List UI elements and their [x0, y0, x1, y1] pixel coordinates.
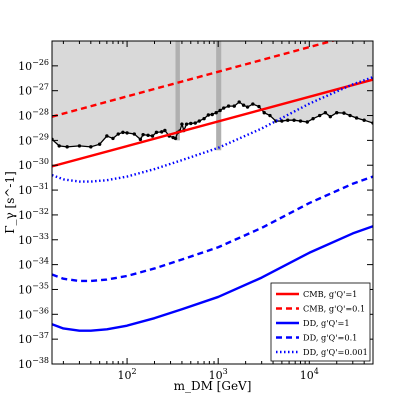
- series-line-1: [52, 41, 337, 118]
- axis-labels: 102 103 104 10−26 10−27 10−28 10−29 10−30 10−31 1…: [3, 58, 319, 393]
- y-tick-label: 10−33: [18, 232, 49, 247]
- exclusion-boundary-point: [116, 132, 120, 136]
- exclusion-boundary-point: [232, 104, 236, 108]
- series-line-4: [52, 76, 373, 183]
- exclusion-boundary-point: [298, 119, 303, 123]
- exclusion-boundary-point: [146, 133, 150, 138]
- legend: CMB, g'Q'=1 CMB, g'Q'=0.1 DD, g'Q'=1 DD, g'…: [270, 282, 371, 362]
- exclusion-boundary-point: [268, 113, 272, 118]
- exclusion-boundary-point: [57, 144, 61, 148]
- y-tick-label: 10−35: [18, 281, 49, 296]
- exclusion-boundary-point: [202, 116, 206, 121]
- exclusion-boundary-point: [97, 142, 102, 146]
- exclusion-boundary-point: [328, 114, 333, 119]
- exclusion-boundary-point: [197, 119, 201, 123]
- exclusion-boundary-point: [206, 113, 211, 117]
- y-tick-label: 10−32: [18, 207, 49, 222]
- y-tick-label: 10−26: [18, 58, 49, 73]
- x-tick-label: 104: [300, 367, 319, 382]
- x-tick-label: 102: [118, 367, 137, 382]
- exclusion-boundary-point: [257, 104, 261, 109]
- exclusion-boundary-point: [280, 119, 284, 123]
- exclusion-boundary-point: [218, 108, 222, 113]
- exclusion-boundary-point: [121, 130, 125, 135]
- series-line-0: [52, 78, 373, 168]
- exclusion-boundary-point: [89, 145, 93, 149]
- exclusion-boundary-point: [362, 118, 366, 122]
- exclusion-boundary-point: [189, 121, 193, 126]
- excluded-band-1: [216, 41, 222, 151]
- exclusion-boundary-point: [111, 136, 115, 141]
- exclusion-boundary-point: [150, 134, 155, 138]
- legend-label-2: DD, g'Q'=1: [303, 318, 350, 328]
- exclusion-boundary-point: [138, 137, 143, 142]
- exclusion-boundary-point: [65, 145, 69, 149]
- y-tick-label: 10−34: [18, 257, 49, 272]
- x-axis-label: m_DM [GeV]: [174, 379, 252, 393]
- exclusion-boundary-point: [251, 102, 255, 106]
- y-tick-label: 10−38: [18, 356, 49, 371]
- exclusion-boundary-point: [237, 100, 241, 104]
- exclusion-boundary-point: [292, 118, 296, 122]
- exclusion-boundary-point: [154, 130, 159, 135]
- exclusion-boundary-point: [125, 131, 129, 135]
- y-axis-label: Γ_γ [s^-1]: [3, 171, 17, 234]
- exclusion-boundary-point: [132, 132, 136, 136]
- exclusion-boundary-point: [180, 122, 184, 126]
- exclusion-boundary-point: [173, 136, 178, 141]
- exclusion-boundary-point: [210, 112, 214, 117]
- series-layer: [52, 41, 373, 332]
- y-tick-label: 10−37: [18, 331, 49, 346]
- exclusion-boundary-point: [77, 144, 82, 148]
- y-tick-label: 10−28: [18, 108, 49, 123]
- plot-area: [52, 41, 373, 332]
- exclusion-boundary-point: [184, 122, 189, 126]
- y-tick-label: 10−36: [18, 306, 49, 321]
- y-tick-label: 10−30: [18, 157, 49, 172]
- series-line-3: [52, 175, 373, 283]
- excluded-region-fill: [52, 41, 373, 147]
- legend-label-4: DD, g'Q'=0.001: [303, 347, 368, 357]
- exclusion-boundary-point: [342, 111, 346, 115]
- exclusion-boundary-point: [214, 111, 218, 115]
- exclusion-boundary-point: [226, 104, 231, 108]
- exclusion-boundary-point: [141, 132, 145, 137]
- excluded-region: [52, 41, 373, 151]
- series-line-2: [52, 225, 373, 332]
- x-tick-label: 103: [209, 367, 228, 382]
- exclusion-boundary-point: [245, 105, 250, 109]
- exclusion-boundary-point: [311, 116, 315, 121]
- exclusion-boundary-point: [222, 106, 226, 110]
- exclusion-boundary-point: [286, 118, 290, 122]
- excluded-band-0: [175, 41, 180, 141]
- exclusion-boundary-point: [160, 130, 164, 134]
- exclusion-boundary-point: [262, 111, 266, 115]
- y-tick-label: 10−27: [18, 83, 49, 98]
- exclusion-boundary-point: [323, 111, 328, 115]
- exclusion-boundary-point: [354, 116, 359, 120]
- exclusion-boundary-point: [163, 128, 167, 133]
- exclusion-boundary-point: [348, 113, 352, 118]
- y-tick-label: 10−31: [18, 182, 49, 197]
- legend-label-1: CMB, g'Q'=0.1: [303, 304, 365, 314]
- exclusion-boundary-point: [305, 120, 309, 124]
- legend-label-3: DD, g'Q'=0.1: [303, 333, 357, 343]
- exclusion-boundary-point: [317, 113, 322, 118]
- plot-frame: [51, 40, 374, 365]
- exclusion-boundary-point: [105, 134, 109, 138]
- legend-label-0: CMB, g'Q'=1: [303, 289, 357, 299]
- exclusion-boundary-point: [241, 103, 246, 107]
- exclusion-boundary-point: [193, 121, 197, 125]
- exclusion-boundary-point: [335, 111, 339, 115]
- y-tick-label: 10−29: [18, 132, 49, 147]
